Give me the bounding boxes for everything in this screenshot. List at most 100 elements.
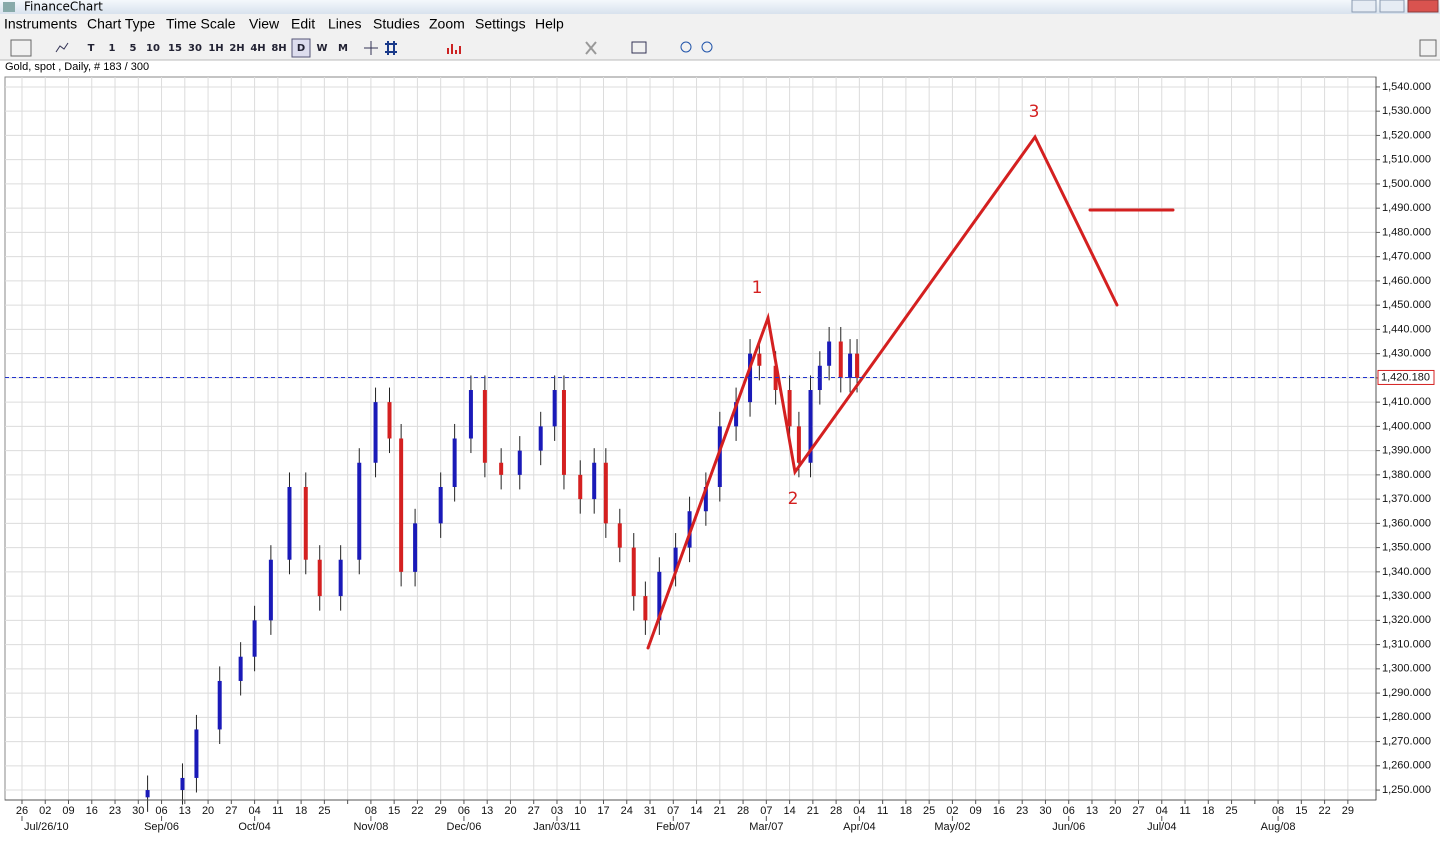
menu-item[interactable]: Lines <box>328 16 361 32</box>
menu-item[interactable]: Zoom <box>429 16 465 32</box>
candle-body <box>268 559 273 621</box>
x-tick-label: 25 <box>1225 805 1237 817</box>
menu-item[interactable]: Settings <box>475 16 526 32</box>
menu-item[interactable]: Time Scale <box>166 16 236 32</box>
line-tool[interactable] <box>55 42 69 53</box>
x-tick-label: 10 <box>574 805 586 817</box>
candle-body <box>482 390 487 463</box>
y-tick-label: 1,330.000 <box>1382 590 1431 602</box>
x-tick-label: 31 <box>644 805 656 817</box>
candle-body <box>468 390 473 439</box>
menu-item[interactable]: View <box>249 16 280 32</box>
x-tick-label: 06 <box>1063 805 1075 817</box>
wave-line <box>646 134 1119 650</box>
menu-item[interactable]: Help <box>535 16 564 32</box>
menu-item[interactable]: Instruments <box>4 16 77 32</box>
grid-tool[interactable] <box>385 41 397 55</box>
zoom-in[interactable] <box>680 41 692 53</box>
candle-body <box>838 341 843 378</box>
zoom-out[interactable] <box>701 41 713 53</box>
toolbar-button[interactable]: 1 <box>109 43 116 54</box>
wave-label: 3 <box>1029 102 1040 122</box>
candle-body <box>827 341 832 366</box>
toolbar-button[interactable]: D <box>297 43 305 54</box>
candle-body <box>438 486 443 524</box>
y-tick-label: 1,500.000 <box>1382 178 1431 190</box>
x-tick-label: 13 <box>179 805 191 817</box>
x-tick-label: 25 <box>318 805 330 817</box>
menu-bar <box>0 14 1440 36</box>
candle-body <box>538 426 543 451</box>
window-title: FinanceChart <box>24 0 103 14</box>
y-tick-label: 1,340.000 <box>1382 566 1431 578</box>
month-label: Aug/08 <box>1261 821 1296 833</box>
x-tick-label: 02 <box>946 805 958 817</box>
delete-tool[interactable] <box>585 41 597 55</box>
x-tick-label: 16 <box>86 805 98 817</box>
month-label: Oct/04 <box>238 821 270 833</box>
y-tick-label: 1,510.000 <box>1382 154 1431 166</box>
toolbar-button[interactable]: W <box>316 43 327 54</box>
x-tick-label: 13 <box>1086 805 1098 817</box>
x-tick-label: 21 <box>807 805 819 817</box>
volume-tool[interactable] <box>447 44 461 54</box>
x-tick-label: 17 <box>597 805 609 817</box>
x-tick-label: 29 <box>1342 805 1354 817</box>
y-tick-label: 1,370.000 <box>1382 493 1431 505</box>
candle-body <box>399 438 404 572</box>
last-price-box <box>1377 369 1435 385</box>
y-tick-label: 1,320.000 <box>1382 614 1431 626</box>
toolbar-button[interactable]: 30 <box>188 43 202 54</box>
candle-body <box>717 426 722 487</box>
y-tick-label: 1,360.000 <box>1382 517 1431 529</box>
x-tick-label: 06 <box>458 805 470 817</box>
menu-item[interactable]: Studies <box>373 16 420 32</box>
menu-item[interactable]: Edit <box>291 16 315 32</box>
candle-body <box>787 390 792 427</box>
x-tick-label: 09 <box>970 805 982 817</box>
candle-body <box>517 450 522 475</box>
crosshair-tool[interactable] <box>364 41 378 55</box>
close-button[interactable] <box>1407 0 1439 13</box>
toolbar-button[interactable]: 8H <box>271 43 286 54</box>
x-tick-label: 08 <box>1272 805 1284 817</box>
menu-item[interactable]: Chart Type <box>87 16 155 32</box>
y-tick-label: 1,520.000 <box>1382 129 1431 141</box>
window-controls[interactable] <box>1351 0 1439 13</box>
y-tick-label: 1,310.000 <box>1382 638 1431 650</box>
toolbar-button[interactable]: 1H <box>208 43 223 54</box>
candle-body <box>657 571 662 621</box>
y-tick-label: 1,440.000 <box>1382 323 1431 335</box>
y-tick-label: 1,490.000 <box>1382 202 1431 214</box>
month-label: Feb/07 <box>656 821 690 833</box>
restore-button[interactable] <box>1379 0 1405 13</box>
side-panel-toggle[interactable] <box>1419 39 1437 57</box>
toolbar-button[interactable]: 2H <box>229 43 244 54</box>
print-tool[interactable] <box>631 41 647 54</box>
x-tick-label: 13 <box>481 805 493 817</box>
toolbar-button[interactable]: 5 <box>130 43 137 54</box>
x-tick-label: 18 <box>1202 805 1214 817</box>
y-tick-label: 1,400.000 <box>1382 420 1431 432</box>
toolbar-button[interactable]: M <box>338 43 348 54</box>
toolbar-button[interactable]: 15 <box>168 43 182 54</box>
x-tick-label: 20 <box>504 805 516 817</box>
x-tick-label: 24 <box>621 805 633 817</box>
x-tick-label: 30 <box>1039 805 1051 817</box>
chart-title: Gold, spot , Daily, # 183 / 300 <box>5 61 149 73</box>
x-tick-label: 08 <box>365 805 377 817</box>
candle-tool[interactable] <box>10 39 32 57</box>
candle-body <box>734 402 739 427</box>
x-tick-label: 04 <box>248 805 260 817</box>
toolbar-button[interactable]: 4H <box>250 43 265 54</box>
x-tick-label: 15 <box>1295 805 1307 817</box>
month-label: May/02 <box>934 821 970 833</box>
y-tick-label: 1,270.000 <box>1382 735 1431 747</box>
minimize-button[interactable] <box>1351 0 1377 13</box>
toolbar-button[interactable]: T <box>88 43 95 54</box>
month-label: Jul/04 <box>1147 821 1176 833</box>
x-tick-label: 27 <box>528 805 540 817</box>
toolbar-button[interactable]: 10 <box>146 43 160 54</box>
x-tick-label: 28 <box>737 805 749 817</box>
